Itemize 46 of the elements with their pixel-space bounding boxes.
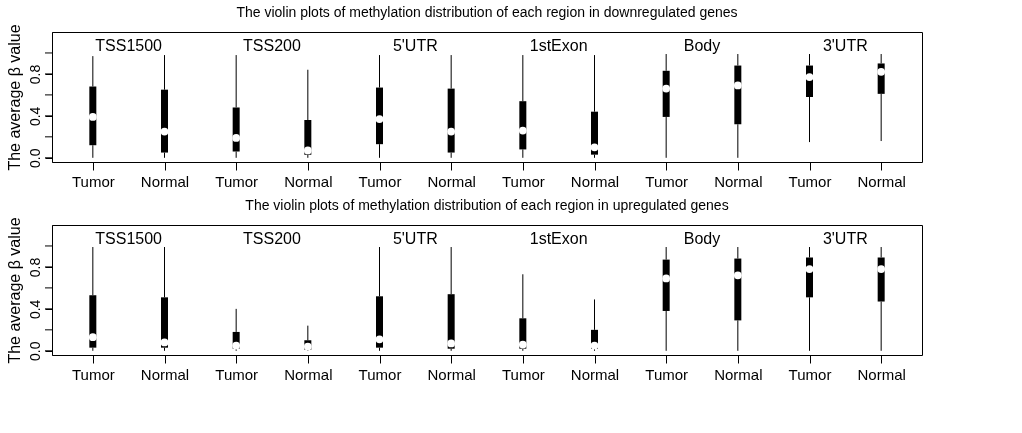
x-tick-label: Tumor [501,365,545,383]
x-tick-label: Normal [857,365,906,383]
x-tick-label: Tumor [501,172,545,190]
x-tick-label: Tumor [215,172,259,190]
x-tick-label: Tumor [788,172,832,190]
y-tick-label: 0.4 [26,106,43,127]
x-tick-label: Tumor [645,365,689,383]
annotation: 1stExon [529,230,588,247]
x-tick-label: Normal [714,365,763,383]
annotation: 5'UTR [392,230,438,247]
annotation: TSS200 [243,230,302,247]
y-tick-label: 0.8 [26,64,43,85]
annotation: 3'UTR [822,37,868,54]
chart-title: The violin plots of methylation distribution of each region in upregulated genes [245,196,729,213]
x-tick-label: Tumor [71,172,115,190]
annotation: 5'UTR [392,37,438,54]
x-tick-label: Normal [140,172,190,190]
x-tick-label: Tumor [215,365,259,383]
x-tick-label: Normal [427,172,476,190]
x-tick-label: Normal [140,365,190,383]
y-tick-label: 0.0 [26,341,43,362]
annotation: 1stExon [529,37,588,54]
chart-title: The violin plots of methylation distribution of each region in downregulated genes [236,3,738,20]
x-tick-label: Normal [570,365,620,383]
annotation: TSS1500 [95,37,163,54]
x-tick-label: Normal [427,365,476,383]
x-tick-label: Normal [570,172,620,190]
annotation: Body [683,230,721,247]
y-tick-label: 0.4 [26,299,43,320]
annotation: TSS1500 [95,230,163,247]
y-axis-title: The average β value [5,24,23,171]
y-tick-label: 0.8 [26,257,43,278]
x-tick-label: Tumor [358,172,402,190]
y-axis-title: The average β value [5,217,23,364]
x-tick-label: Normal [284,365,333,383]
x-tick-label: Normal [857,172,906,190]
x-tick-label: Tumor [788,365,832,383]
annotation: Body [683,37,721,54]
annotation: TSS200 [243,37,302,54]
x-tick-label: Tumor [71,365,115,383]
y-tick-label: 0.0 [26,148,43,169]
x-tick-label: Normal [714,172,763,190]
x-tick-label: Tumor [645,172,689,190]
x-tick-label: Tumor [358,365,402,383]
x-tick-label: Normal [284,172,333,190]
annotation: 3'UTR [822,230,868,247]
